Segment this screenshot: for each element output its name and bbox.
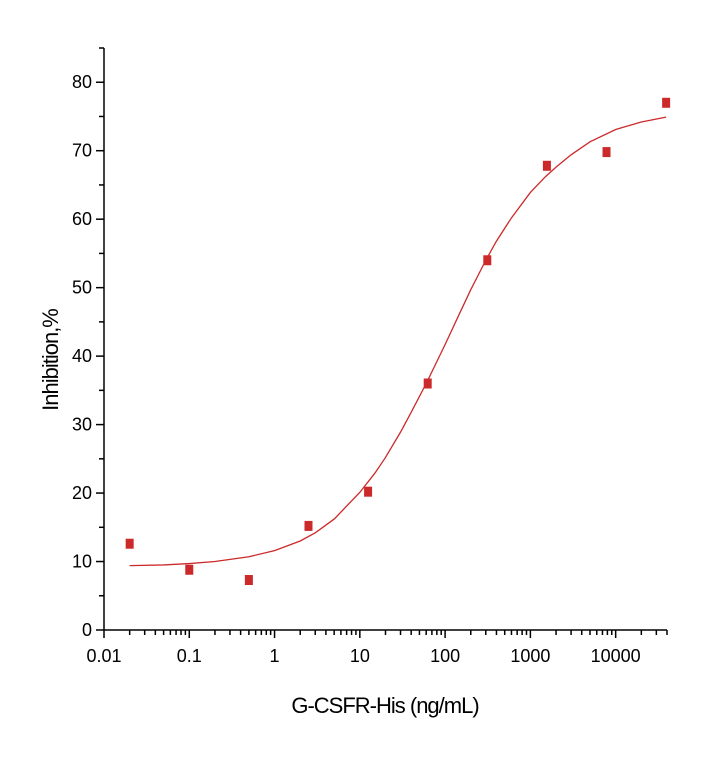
y-tick-label: 50 <box>72 278 92 298</box>
y-tick-label: 70 <box>72 141 92 161</box>
data-point <box>483 255 492 266</box>
fit-curve <box>129 116 667 567</box>
x-tick-label: 1000 <box>510 646 550 666</box>
x-tick-label: 0.01 <box>86 646 121 666</box>
axes: 0 10 20 30 40 50 60 70 80 0.01 0.1 1 10 100 1000 10000 <box>72 47 668 666</box>
data-points-layer <box>125 97 671 586</box>
data-point <box>602 147 611 158</box>
x-tick-label: 10 <box>350 646 370 666</box>
data-point <box>423 378 432 389</box>
fit-curve-layer <box>129 116 667 567</box>
data-point <box>185 564 194 575</box>
y-tick-label: 20 <box>72 483 92 503</box>
y-tick-label: 30 <box>72 415 92 435</box>
data-point <box>125 538 134 549</box>
x-tick-label: 1 <box>270 646 280 666</box>
y-tick-label: 60 <box>72 209 92 229</box>
data-point <box>244 575 253 586</box>
y-tick-label: 80 <box>72 72 92 92</box>
y-tick-label: 10 <box>72 552 92 572</box>
x-axis-label: G-CSFR-His (ng/mL) <box>291 693 478 718</box>
x-tick-label: 10000 <box>591 646 641 666</box>
y-axis-label: Inhibition,% <box>38 309 63 411</box>
data-point <box>662 97 671 108</box>
y-tick-label: 40 <box>72 346 92 366</box>
data-point <box>304 520 313 531</box>
data-point <box>542 160 551 171</box>
y-tick-label: 0 <box>82 620 92 640</box>
x-tick-label: 0.1 <box>177 646 202 666</box>
data-point <box>364 486 373 497</box>
x-tick-label: 100 <box>430 646 460 666</box>
